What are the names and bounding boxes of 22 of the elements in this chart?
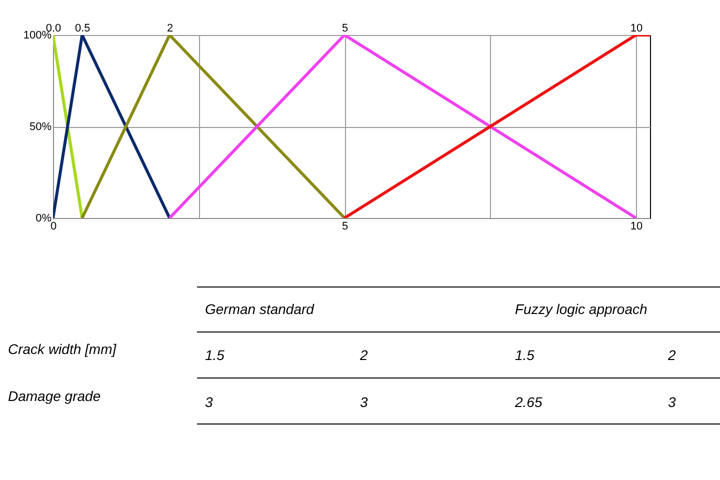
x-tick-label: 0 <box>50 220 57 232</box>
text: Fuzzy logic approach <box>515 301 648 317</box>
x2-tick-label: 5 <box>342 22 348 34</box>
y-tick-label: 50% <box>29 121 52 133</box>
x-tick-label: 5 <box>342 220 348 232</box>
text: Crack width [mm] <box>8 341 118 357</box>
y-tick-label: 0% <box>36 212 52 224</box>
x2-tick-label: 0.5 <box>75 22 90 34</box>
text: 2 <box>359 347 368 363</box>
x-tick-label: 10 <box>630 220 643 232</box>
text: German standard <box>205 301 316 317</box>
y-tick-label: 100% <box>23 30 52 42</box>
text: 1.5 <box>205 347 225 363</box>
text: 2.65 <box>514 394 542 410</box>
text: 3 <box>360 394 368 410</box>
text: 2 <box>667 347 676 363</box>
text: Damage grade <box>8 388 101 404</box>
x2-tick-label: 10 <box>630 22 643 34</box>
text: 3 <box>668 394 676 410</box>
text: 1.5 <box>515 347 535 363</box>
text: 3 <box>205 394 213 410</box>
x2-tick-label: 2 <box>167 22 174 34</box>
